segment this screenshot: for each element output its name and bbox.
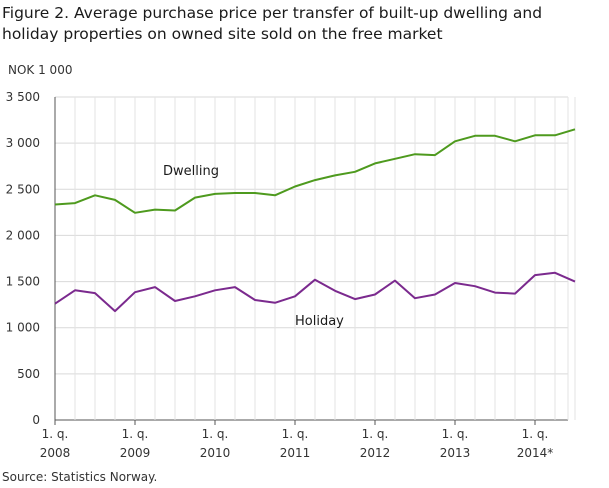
- series-label-holiday: Holiday: [295, 314, 344, 329]
- series-lines: [54, 128, 576, 313]
- x-tick-label-year: 2012: [360, 446, 391, 460]
- x-tick-label-year: 2013: [440, 446, 471, 460]
- x-tick-label-quarter: 1. q.: [362, 427, 389, 441]
- y-axis-ticks: 0 500 1 000 1 500 2 000 2 500 3 000 3 500: [6, 90, 40, 427]
- chart-title: Figure 2. Average purchase price per tra…: [2, 4, 543, 43]
- x-tick-label-year: 2011: [280, 446, 311, 460]
- x-tick-label-year: 2010: [200, 446, 231, 460]
- series-line-dwelling: [54, 128, 576, 214]
- x-tick-label-quarter: 1. q.: [442, 427, 469, 441]
- source-note: Source: Statistics Norway.: [2, 470, 158, 484]
- y-tick-label: 3 000: [6, 136, 40, 150]
- y-tick-label: 1 000: [6, 321, 40, 335]
- y-axis-unit-label: NOK 1 000: [8, 63, 73, 77]
- y-tick-label: 500: [17, 367, 40, 381]
- grid-lines: [54, 96, 576, 421]
- series-labels: Dwelling Holiday: [163, 164, 344, 329]
- x-tick-label-quarter: 1. q.: [202, 427, 229, 441]
- x-tick-label-quarter: 1. q.: [522, 427, 549, 441]
- series-line-holiday: [54, 271, 576, 313]
- series-label-dwelling: Dwelling: [163, 164, 219, 179]
- y-tick-label: 3 500: [6, 90, 40, 104]
- x-tick-label-quarter: 1. q.: [122, 427, 149, 441]
- y-tick-label: 2 500: [6, 182, 40, 196]
- x-axis-ticks: 1. q. 2008 1. q. 2009 1. q. 2010 1. q. 2011 1. q…: [40, 420, 554, 460]
- x-tick-label-year: 2014*: [517, 446, 554, 460]
- x-tick-label-quarter: 1. q.: [42, 427, 69, 441]
- x-tick-label-year: 2008: [40, 446, 71, 460]
- y-tick-label: 2 000: [6, 228, 40, 242]
- y-tick-label: 0: [32, 413, 40, 427]
- y-tick-label: 1 500: [6, 275, 40, 289]
- x-tick-label-quarter: 1. q.: [282, 427, 309, 441]
- x-tick-label-year: 2009: [120, 446, 151, 460]
